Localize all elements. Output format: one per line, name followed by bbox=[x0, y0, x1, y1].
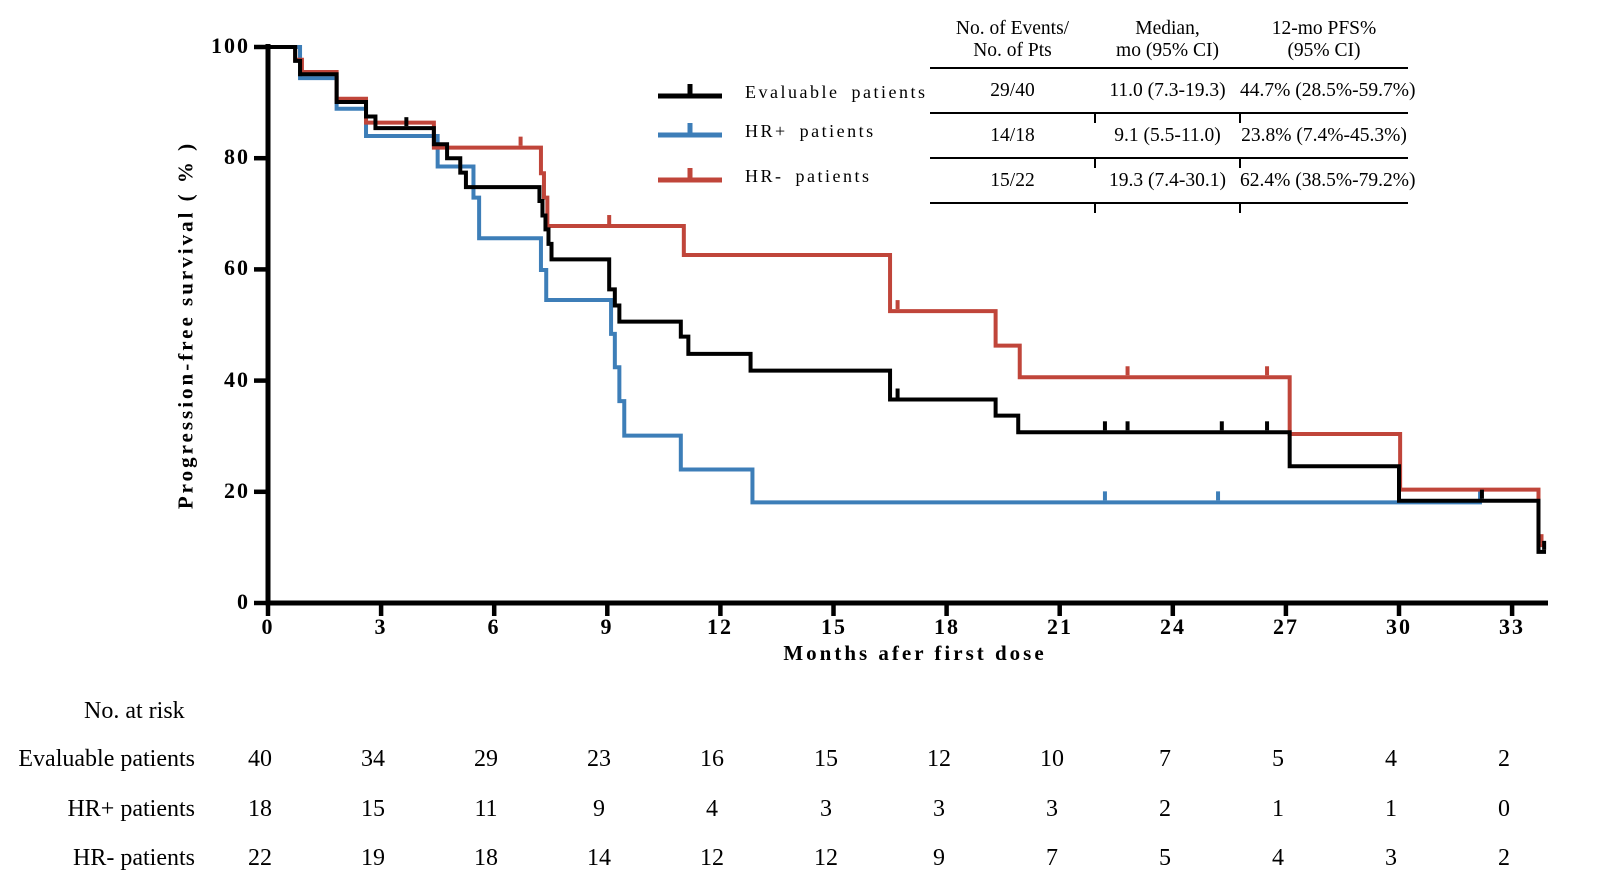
table-rule-nub bbox=[1094, 203, 1096, 213]
risk-row-hr-plus: 18 15 11 9 4 3 3 3 2 1 1 0 bbox=[248, 796, 1510, 822]
risk-table-title: No. at risk bbox=[84, 698, 185, 724]
x-tick-label: 0 bbox=[261, 614, 275, 639]
x-tick-label: 24 bbox=[1160, 614, 1186, 639]
legend-item-evaluable: Evaluable patients bbox=[655, 79, 927, 105]
stats-row-hr-minus: 15/22 19.3 (7.4-30.1) 62.4% (38.5%-79.2%… bbox=[930, 159, 1415, 204]
legend-label: Evaluable patients bbox=[745, 81, 928, 102]
x-axis-title: Months afer first dose bbox=[783, 641, 1047, 665]
x-tick-label: 33 bbox=[1499, 614, 1525, 639]
y-tick-label: 40 bbox=[224, 366, 250, 392]
x-tick-label: 9 bbox=[600, 614, 614, 639]
legend-marker-line-icon bbox=[658, 84, 722, 99]
x-tick-label: 3 bbox=[374, 614, 388, 639]
x-tick-label: 30 bbox=[1386, 614, 1412, 639]
legend-item-hr-minus: HR- patients bbox=[655, 163, 872, 189]
y-tick-label: 80 bbox=[224, 143, 250, 169]
risk-row-label-hr-plus: HR+ patients bbox=[67, 796, 195, 822]
table-rule-nub bbox=[1239, 113, 1241, 123]
stats-row-evaluable: 29/40 11.0 (7.3-19.3) 44.7% (28.5%-59.7%… bbox=[930, 69, 1415, 114]
km-curve-evaluable-patients bbox=[268, 45, 1547, 554]
stats-row-hr-plus: 14/18 9.1 (5.5-11.0) 23.8% (7.4%-45.3%) bbox=[930, 114, 1408, 159]
legend-label: HR- patients bbox=[745, 165, 872, 186]
table-rule-nub bbox=[1094, 113, 1096, 123]
x-tick-label: 27 bbox=[1273, 614, 1299, 639]
km-curve-hr-patients bbox=[268, 45, 1482, 505]
stats-table: No. of Events/ No. of Pts Median, mo (95… bbox=[930, 18, 1415, 213]
stats-table-header: No. of Events/ No. of Pts Median, mo (95… bbox=[930, 18, 1408, 69]
table-rule-nub bbox=[1239, 158, 1241, 168]
y-axis-title: Progression-free survival ( % ) bbox=[173, 140, 198, 510]
risk-row-hr-minus: 22 19 18 14 12 12 9 7 5 4 3 2 bbox=[248, 845, 1510, 871]
x-tick-label: 12 bbox=[707, 614, 733, 639]
legend-marker-line-icon bbox=[658, 123, 722, 138]
survival-plot bbox=[254, 44, 1548, 616]
legend-item-hr-plus: HR+ patients bbox=[655, 118, 876, 144]
stats-col-header-events: No. of Events/ No. of Pts bbox=[955, 18, 1070, 61]
x-tick-label: 15 bbox=[821, 614, 847, 639]
stats-col-header-median: Median, mo (95% CI) bbox=[1116, 18, 1219, 61]
risk-row-label-evaluable: Evaluable patients bbox=[18, 746, 195, 772]
legend-label: HR+ patients bbox=[745, 120, 876, 141]
y-tick-label: 100 bbox=[211, 32, 250, 58]
stats-col-header-12mo-pfs: 12-mo PFS% (95% CI) bbox=[1271, 18, 1377, 61]
y-tick-label: 60 bbox=[224, 254, 250, 280]
legend-marker-line-icon bbox=[658, 168, 722, 183]
risk-row-label-hr-minus: HR- patients bbox=[73, 845, 195, 871]
table-rule-nub bbox=[1239, 203, 1241, 213]
y-tick-label: 0 bbox=[237, 588, 250, 614]
y-tick-label: 20 bbox=[224, 477, 250, 503]
x-tick-label: 18 bbox=[934, 614, 960, 639]
table-rule-nub bbox=[1094, 158, 1096, 168]
risk-row-evaluable: 40 34 29 23 16 15 12 10 7 5 4 2 bbox=[248, 746, 1510, 772]
x-tick-label: 6 bbox=[487, 614, 501, 639]
x-tick-label: 21 bbox=[1047, 614, 1073, 639]
